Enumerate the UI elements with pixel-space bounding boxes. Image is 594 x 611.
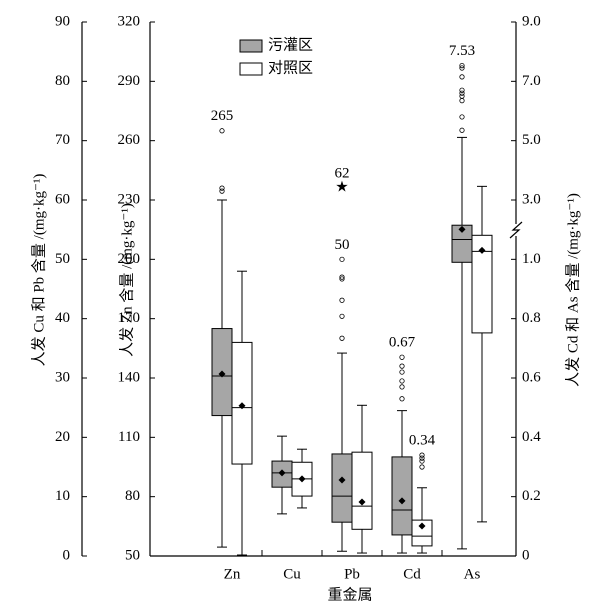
legend-label: 对照区 [268, 59, 313, 76]
outlier [219, 128, 225, 134]
mean-marker [298, 475, 306, 483]
mean-marker [278, 469, 286, 477]
outlier [459, 127, 465, 133]
y-tick-label: 0 [63, 547, 71, 563]
outlier [459, 114, 465, 120]
y-tick-label: 5.0 [522, 132, 541, 148]
mean-marker [338, 476, 346, 484]
outlier [399, 384, 405, 390]
box [411, 519, 433, 547]
annotation: 50 [335, 237, 350, 253]
outlier [339, 276, 345, 282]
legend-swatch [239, 39, 263, 53]
outlier [339, 297, 345, 303]
y-tick-label: 80 [125, 488, 140, 504]
y-tick-label: 140 [118, 369, 141, 385]
y-tick-label: 80 [55, 73, 70, 89]
outlier [219, 185, 225, 191]
box [391, 456, 413, 536]
y-tick-label: 0.6 [522, 369, 541, 385]
outlier [419, 455, 425, 461]
outlier [399, 369, 405, 375]
y-tick-label: 9.0 [522, 13, 541, 29]
outlier [419, 452, 425, 458]
y-tick-label: 290 [118, 73, 141, 89]
y-tick-label: 1.0 [522, 251, 541, 267]
y-tick-label: 110 [118, 429, 140, 445]
y-tick-label: 40 [55, 310, 70, 326]
y2-axis-label: 人发 Cd 和 As 含量 /(mg·kg⁻¹) [564, 193, 581, 387]
outlier [399, 378, 405, 384]
y-tick-label: 230 [118, 191, 141, 207]
y-tick-label: 260 [118, 132, 141, 148]
annotation: 0.67 [389, 335, 416, 351]
y-tick-label: 0 [522, 547, 530, 563]
y-tick-label: 30 [55, 369, 70, 385]
annotation: 265 [211, 108, 234, 124]
outlier [419, 464, 425, 470]
y-tick-label: 70 [55, 132, 70, 148]
outlier [339, 313, 345, 319]
annotation: 7.53 [449, 43, 475, 59]
y-tick-label: 10 [55, 488, 70, 504]
outlier-star: ★ [335, 180, 348, 196]
x-tick-label: Pb [344, 566, 360, 582]
outlier [459, 98, 465, 104]
legend-label: 污灌区 [268, 36, 313, 53]
y-tick-label: 20 [55, 429, 70, 445]
y-tick-label: 50 [55, 251, 70, 267]
outlier [399, 363, 405, 369]
x-axis-label: 重金属 [327, 586, 372, 603]
x-tick-label: Cu [283, 566, 301, 582]
x-tick-label: As [464, 566, 481, 582]
mean-marker [478, 246, 486, 254]
outlier [339, 274, 345, 280]
mean-marker [218, 370, 226, 378]
outlier [459, 65, 465, 71]
y-tick-label: 90 [55, 13, 70, 29]
outlier [459, 74, 465, 80]
outlier [459, 90, 465, 96]
box [471, 234, 493, 334]
mean-marker [418, 522, 426, 530]
y-tick-label: 0.4 [522, 429, 541, 445]
zn-axis-label: 人发 Zn 含量 /(mg·kg⁻¹) [118, 203, 135, 357]
mean-marker [238, 402, 246, 410]
y-tick-label: 7.0 [522, 73, 541, 89]
outlier [459, 93, 465, 99]
y-tick-label: 0.8 [522, 310, 541, 326]
y-axis-label: 人发 Cu 和 Pb 含量 /(mg·kg⁻¹) [30, 174, 47, 367]
axis-break [509, 221, 523, 239]
mean-marker [358, 498, 366, 506]
box [351, 451, 373, 530]
outlier [459, 87, 465, 93]
y-tick-label: 0.2 [522, 488, 541, 504]
y-tick-label: 200 [118, 251, 141, 267]
mean-marker [398, 497, 406, 505]
outlier [339, 335, 345, 341]
box [331, 453, 353, 523]
y-tick-label: 50 [125, 547, 140, 563]
outlier [399, 354, 405, 360]
legend-swatch [239, 62, 263, 76]
x-tick-label: Zn [224, 566, 241, 582]
annotation: 0.34 [409, 433, 436, 449]
outlier [459, 63, 465, 69]
outlier [219, 188, 225, 194]
x-tick-label: Cd [403, 566, 421, 582]
mean-marker [458, 225, 466, 233]
outlier [339, 256, 345, 262]
y-tick-label: 3.0 [522, 191, 541, 207]
annotation: 62 [335, 166, 350, 182]
outlier [419, 458, 425, 464]
outlier [399, 396, 405, 402]
y-tick-label: 60 [55, 191, 70, 207]
y-tick-label: 320 [118, 13, 141, 29]
y-tick-label: 170 [118, 310, 141, 326]
